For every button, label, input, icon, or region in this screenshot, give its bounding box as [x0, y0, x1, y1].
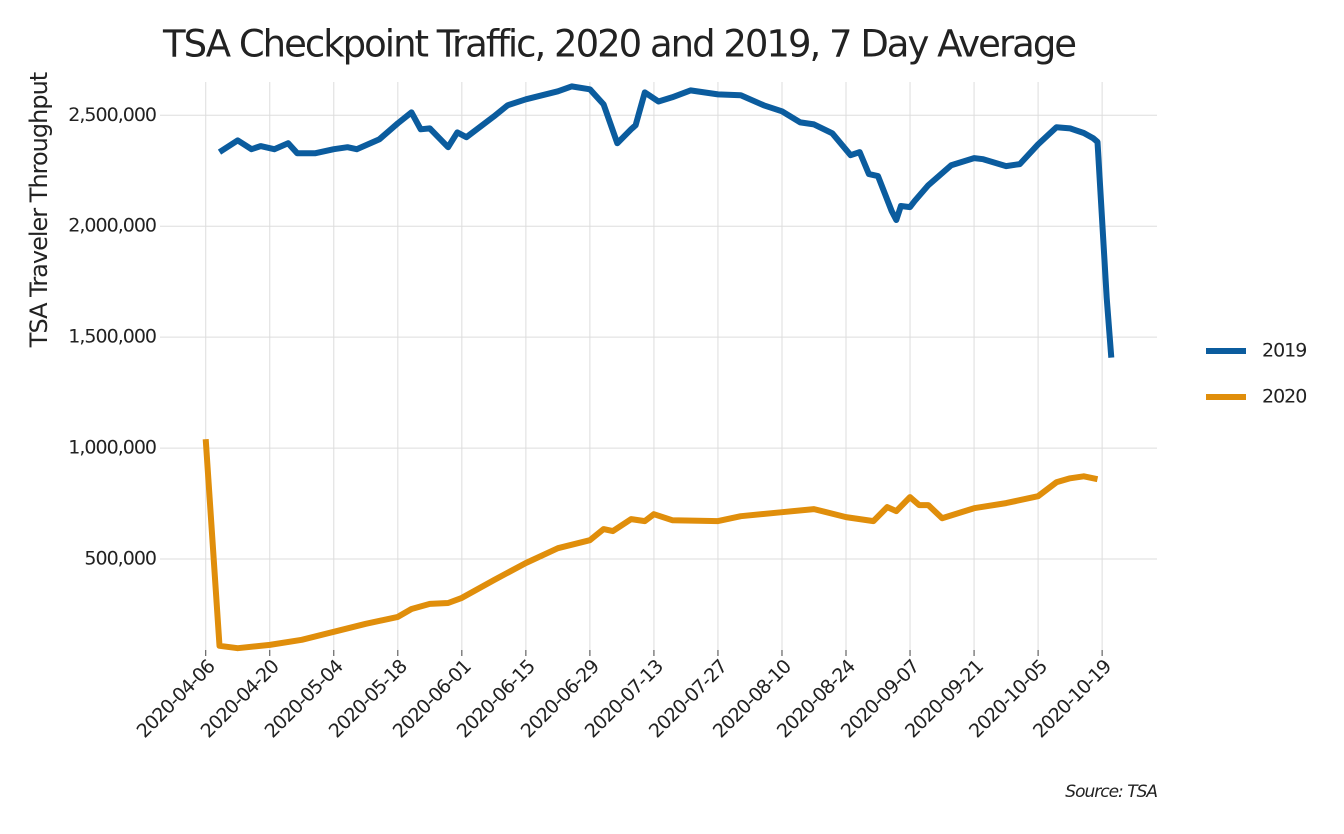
legend-label: 2019 — [1262, 340, 1306, 362]
source-note: Source: TSA — [1065, 782, 1157, 802]
series-line — [202, 439, 1099, 652]
legend-label: 2020 — [1262, 386, 1306, 408]
chart-title: TSA Checkpoint Traffic, 2020 and 2019, 7… — [162, 23, 1075, 66]
y-tick-label: 500,000 — [84, 548, 156, 570]
y-axis-label: TSA Traveler Throughput — [25, 72, 53, 348]
y-tick-label: 1,500,000 — [68, 326, 156, 348]
y-tick-label: 2,500,000 — [68, 104, 156, 126]
series-line — [217, 83, 1115, 358]
y-tick-label: 2,000,000 — [68, 215, 156, 237]
y-tick-label: 1,000,000 — [68, 437, 156, 459]
